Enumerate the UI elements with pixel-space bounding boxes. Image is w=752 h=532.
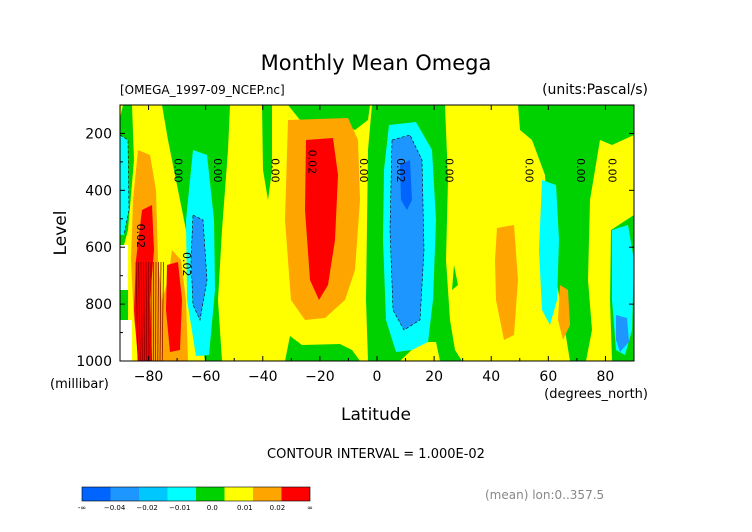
green-band: [285, 336, 360, 361]
dense-contour-line: [143, 261, 145, 362]
positive-region: [558, 285, 570, 340]
positive-region: [305, 138, 338, 300]
footer-note: (mean) lon:0..357.5: [485, 488, 604, 502]
colorbar-swatch: [196, 487, 225, 501]
negative-contour-line: [389, 134, 425, 331]
green-band: [262, 105, 272, 200]
colorbar-swatch: [167, 487, 196, 501]
y-axis: 200 400 600 800 1000: [76, 104, 634, 370]
x-tick-label: −60: [191, 369, 221, 385]
contour-label: 0.00: [211, 158, 224, 183]
y-tick-label: 800: [85, 297, 112, 313]
dense-contour-line: [135, 261, 139, 362]
colorbar-swatch: [224, 487, 253, 501]
chart-subtitle-right: (units:Pascal/s): [542, 82, 648, 98]
contour-label: 0.00: [605, 158, 618, 183]
negative-contour-line: [190, 214, 208, 321]
negative-region: [539, 180, 559, 325]
x-tick-label: 60: [539, 369, 557, 385]
x-axis: −80 −60 −40 −20 0 20 40 60 80: [119, 105, 635, 385]
x-axis-label: Latitude: [341, 405, 411, 425]
contour-label: 0.00: [574, 158, 587, 183]
contour-label: 0.00: [171, 158, 184, 183]
negative-region: [120, 135, 129, 235]
contour-fills: [119, 105, 634, 362]
contour-label: 0.00: [268, 158, 281, 183]
colorbar-swatch: [82, 487, 111, 501]
colorbar-label: −0.04: [104, 504, 126, 512]
contour-interval-text: CONTOUR INTERVAL = 1.000E-02: [267, 447, 485, 462]
contour-labels: 0.02 0.00 0.02 0.00 0.00 0.02 0.00 0.02 0.00 0.00…: [134, 150, 618, 277]
y-unit-label: (millibar): [50, 377, 109, 392]
contour-label: 0.02: [180, 252, 193, 277]
dense-contour-line: [145, 261, 148, 362]
colorbar-label: -∞: [78, 504, 86, 512]
negative-region: [390, 135, 424, 330]
contour-label: 0.00: [522, 158, 535, 183]
negative-region: [616, 315, 629, 352]
colorbar-label: ∞: [307, 504, 313, 512]
colorbar-label: −0.02: [136, 504, 157, 512]
dense-contour-line: [138, 261, 141, 362]
colorbar: -∞ −0.04 −0.02 −0.01 0.0 0.01 0.02 ∞: [78, 486, 313, 512]
contour-label: 0.00: [357, 158, 370, 183]
dense-contour-line: [159, 261, 162, 362]
x-tick-label: −80: [134, 369, 164, 385]
dense-contour-lines: [135, 261, 164, 362]
colorbar-swatch: [139, 487, 168, 501]
dense-contour-line: [148, 261, 150, 362]
x-tick-label: 80: [597, 369, 615, 385]
negative-region: [191, 215, 207, 320]
y-axis-label: Level: [51, 211, 71, 256]
green-band: [518, 105, 634, 361]
chart-subtitle-left: [OMEGA_1997-09_NCEP.nc]: [120, 83, 285, 97]
missing-data-region: [120, 245, 128, 290]
x-tick-label: −20: [305, 369, 335, 385]
x-tick-label: 0: [373, 369, 382, 385]
x-tick-label: 20: [425, 369, 443, 385]
colorbar-frame: [81, 486, 311, 502]
positive-region: [495, 225, 518, 340]
dense-contour-line: [157, 261, 159, 362]
missing-data-region: [120, 320, 132, 361]
contour-label: 0.00: [443, 158, 456, 183]
chart-title: Monthly Mean Omega: [261, 51, 492, 75]
y-tick-label: 600: [85, 240, 112, 256]
x-unit-label: (degrees_north): [544, 387, 648, 402]
y-tick-label: 400: [85, 183, 112, 199]
dense-contour-line: [140, 261, 143, 362]
y-tick-label: 200: [85, 126, 112, 142]
colorbar-label: 0.02: [270, 504, 286, 512]
dense-contour-line: [161, 261, 164, 362]
colorbar-swatch: [281, 487, 310, 501]
y-tick-label: 1000: [76, 354, 112, 370]
contour-label: 0.02: [394, 158, 407, 183]
plot-area: 0.02 0.00 0.02 0.00 0.00 0.02 0.00 0.02 0.00 0.00…: [119, 104, 635, 362]
contour-label: 0.02: [134, 224, 147, 249]
negative-region: [400, 160, 412, 210]
colorbar-label: 0.01: [237, 504, 253, 512]
x-tick-label: −40: [248, 369, 278, 385]
green-band: [452, 265, 458, 290]
x-tick-label: 40: [482, 369, 500, 385]
colorbar-label: 0.0: [207, 504, 218, 512]
negative-contour-line: [119, 134, 130, 236]
colorbar-label: −0.01: [169, 504, 190, 512]
contour-label: 0.02: [305, 150, 318, 175]
positive-region: [166, 262, 182, 352]
colorbar-swatch: [253, 487, 282, 501]
colorbar-swatch: [110, 487, 139, 501]
